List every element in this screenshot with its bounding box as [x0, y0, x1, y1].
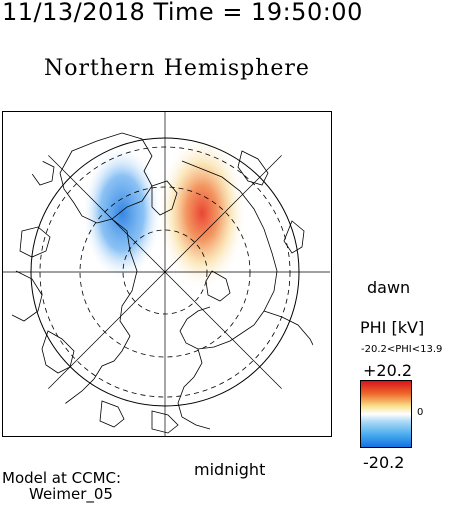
colorbar-max-label: +20.2 — [363, 361, 413, 380]
midnight-label: midnight — [194, 460, 266, 479]
boundary-circle — [30, 137, 300, 407]
latitude-rings — [39, 146, 291, 398]
colorbar-zero-label: 0 — [417, 407, 424, 418]
dawn-label: dawn — [367, 278, 411, 297]
model-name-label: Weimer_05 — [29, 485, 113, 503]
positive-potential-cell — [157, 135, 247, 291]
colorbar-gradient — [360, 380, 412, 448]
model-source-label: Model at CCMC: — [2, 469, 122, 487]
negative-potential-cell — [82, 145, 162, 281]
polar-map — [2, 111, 332, 437]
latitude-ring-outer — [39, 146, 291, 398]
colorbar-title: PHI [kV] — [360, 318, 425, 337]
colorbar-range: -20.2<PHI<13.9 — [361, 344, 443, 355]
potential-cells — [82, 135, 247, 291]
hemisphere-title: Northern Hemisphere — [44, 56, 310, 81]
colorbar-min-label: -20.2 — [363, 453, 405, 472]
graticule — [2, 111, 330, 437]
latitude-ring-inner — [122, 229, 208, 315]
colorbar — [360, 380, 412, 448]
timestamp-title: 11/13/2018 Time = 19:50:00 — [2, 0, 363, 26]
latitude-ring-middle — [79, 186, 251, 358]
